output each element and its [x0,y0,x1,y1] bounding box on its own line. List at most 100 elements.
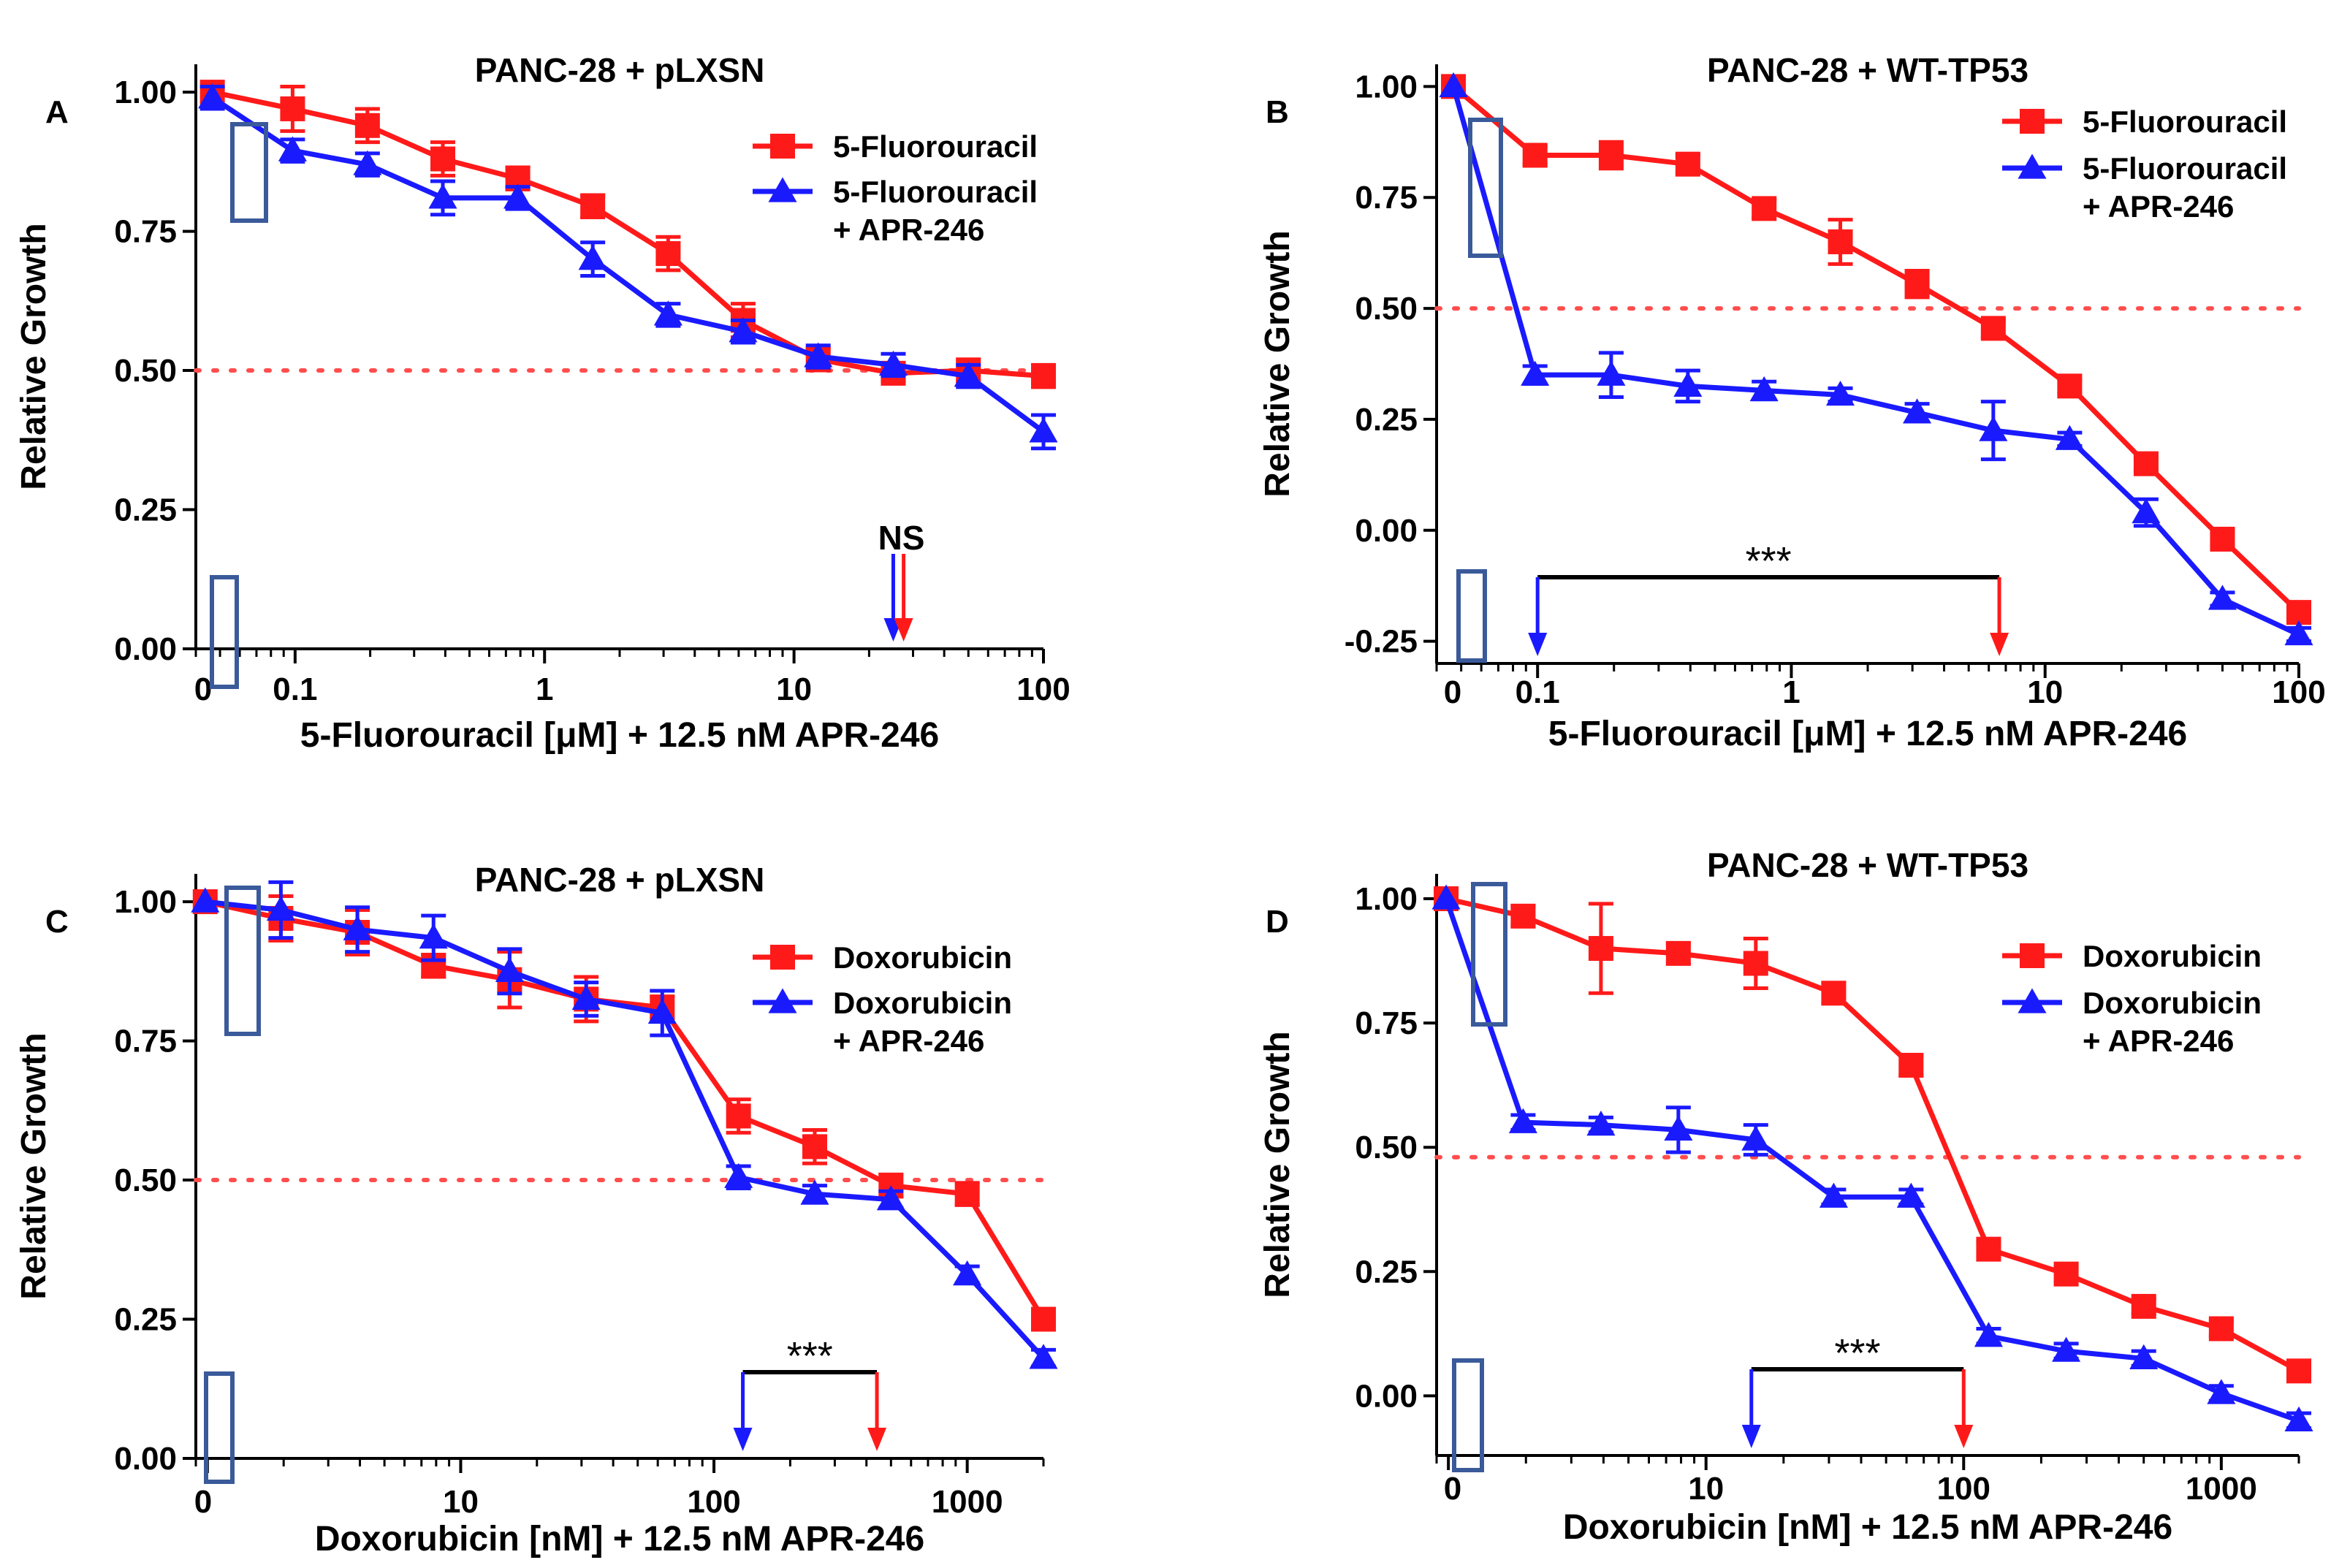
x-tick-label-zero: 0 [1444,674,1461,710]
y-tick-label: 0.25 [1355,402,1418,438]
series-blue [1439,72,2313,646]
x-tick-label: 0.1 [273,671,317,707]
series-red [1434,886,2311,1384]
data-point [1976,1236,2001,1262]
data-point [2210,526,2235,552]
data-point [1508,1108,1537,1133]
data-point [503,183,533,209]
legend-label: Doxorubicin [833,986,1012,1020]
data-point [580,194,606,219]
chart-panel-d: 0.00 0.25 0.50 0.75 1.00 10 100 1000 0 Doxorubici… [1258,846,2313,1547]
legend-label: Doxorubicin [2083,939,2262,973]
legend-triangle-marker [768,988,797,1013]
data-point [1029,1344,1058,1369]
y-axis-label: Relative Growth [15,223,53,490]
y-tick-label: 1.00 [1355,881,1418,917]
ic50-arrow-red-head [894,618,913,642]
data-point [2131,1293,2156,1319]
highlight-box-1 [1471,882,1507,1027]
highlight-box-2 [204,1371,235,1484]
panel-letter: C [45,904,69,940]
x-tick-label-zero: 0 [194,671,212,707]
legend-triangle-marker [2018,153,2047,179]
data-point [1521,360,1550,386]
data-point [2053,1261,2079,1287]
highlight-box-1 [1468,118,1503,258]
data-point [802,1134,827,1160]
x-tick-label: 10 [1688,1471,1724,1507]
data-point [1979,416,2008,441]
data-point [1665,940,1691,966]
y-tick-label: 0.50 [1355,1130,1418,1165]
x-tick-label-zero: 0 [1444,1471,1461,1507]
y-tick-label: 1.00 [1355,69,1418,104]
data-point [2055,425,2084,450]
data-point [800,1179,829,1205]
data-point [953,1260,982,1286]
data-point [1673,371,1703,397]
y-axis-label: Relative Growth [1258,230,1297,497]
data-point [1974,1322,2004,1347]
data-point [1598,142,1624,168]
data-point [1825,380,1855,406]
y-tick-label: 0.75 [1355,180,1418,216]
data-point [2208,1316,2234,1341]
chart-title: PANC-28 + WT-TP53 [1707,846,2028,884]
x-axis-label: 5-Fluorouracil [μM] + 12.5 nM APR-246 [300,716,939,755]
y-axis-label: Relative Growth [15,1032,53,1299]
data-point [1898,1052,1924,1078]
y-tick-label: 0.50 [1355,291,1418,327]
highlight-box-2 [1456,569,1487,663]
data-point [1980,316,2006,341]
panel-letter: A [45,94,69,130]
ic50-arrow-red-head [1990,633,2009,656]
legend-label: + APR-246 [833,1024,984,1058]
chart-title: PANC-28 + WT-TP53 [1707,51,2028,89]
data-point [191,887,220,913]
chart-title: PANC-28 + pLXSN [475,51,765,89]
data-point [724,1162,753,1188]
data-point [2286,1358,2311,1384]
data-point [430,146,456,172]
highlight-box-1 [230,122,268,223]
data-point [1664,1115,1693,1141]
legend-square-marker [2020,109,2045,134]
chart-panel-c: 0.00 0.25 0.50 0.75 1.00 10 100 1000 0 Doxorubici… [15,861,1058,1559]
data-point [1588,936,1613,962]
series-line [1450,85,2300,637]
data-point [1821,981,1847,1006]
data-point [1749,376,1779,402]
data-point [1510,903,1536,929]
panel-letter: B [1266,94,1289,130]
data-point [2133,451,2159,476]
y-tick-label: 0.00 [114,631,177,667]
data-point [1752,196,1777,221]
data-point [266,895,295,921]
legend-label: Doxorubicin [2083,986,2262,1020]
data-point [1902,398,1932,424]
legend-square-marker [2020,943,2045,968]
data-point [1031,363,1056,389]
significance-label: *** [787,1334,833,1378]
ic50-arrow-red-head [1954,1425,1974,1448]
x-tick-label: 1000 [2186,1471,2257,1507]
significance-label: *** [1835,1331,1881,1375]
data-point [878,350,908,376]
y-tick-label: 0.50 [114,353,177,389]
significance-label: *** [1746,539,1792,583]
significance-label: NS [878,519,925,557]
data-point [280,96,305,121]
y-tick-label: 1.00 [114,75,177,110]
data-point [2052,1336,2081,1362]
x-tick-label: 100 [1937,1471,1990,1507]
data-point [2284,1406,2313,1432]
series-blue [1431,884,2313,1432]
y-tick-label: 0.50 [114,1162,177,1198]
series-line [205,899,1046,1360]
data-point [428,183,457,209]
data-point [954,1181,980,1207]
data-point [726,1103,751,1129]
data-point [1828,229,1853,254]
y-tick-label: 0.25 [1355,1254,1418,1290]
data-point [2284,620,2313,646]
